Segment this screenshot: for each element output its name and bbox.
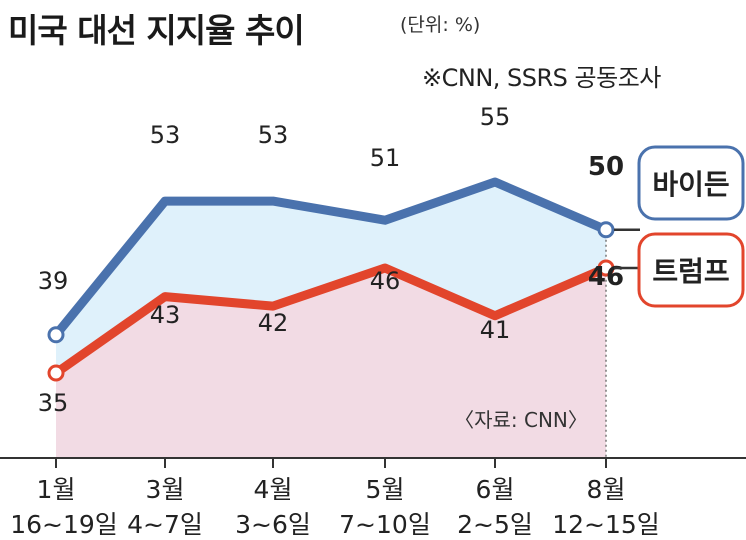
biden-point bbox=[597, 221, 615, 239]
x-tick-label-days: 4~7일 bbox=[127, 510, 203, 539]
trump-legend-box bbox=[637, 232, 745, 308]
survey-note: ※CNN, SSRS 공동조사 bbox=[422, 64, 661, 92]
biden-data-label: 50 bbox=[588, 152, 624, 182]
x-tick-label-days: 2~5일 bbox=[457, 510, 533, 539]
trump-legend-label: 트럼프 bbox=[652, 255, 729, 288]
biden-area bbox=[56, 182, 606, 373]
x-tick-label-month: 6월 bbox=[476, 475, 515, 504]
biden-legend-box bbox=[637, 145, 745, 221]
trump-data-label: 41 bbox=[480, 316, 511, 344]
trump-data-label: 42 bbox=[258, 309, 289, 337]
biden-data-label: 51 bbox=[370, 144, 401, 172]
biden-point bbox=[47, 326, 65, 344]
x-tick-label-month: 4월 bbox=[254, 475, 293, 504]
x-tick-label-days: 16~19일 bbox=[10, 510, 118, 539]
biden-line bbox=[51, 177, 611, 340]
trump-area bbox=[56, 267, 606, 458]
x-tick-label-days: 3~6일 bbox=[235, 510, 311, 539]
trump-point bbox=[597, 259, 615, 277]
trump-line bbox=[51, 263, 611, 378]
trump-data-label: 43 bbox=[150, 301, 181, 329]
x-tick-label-month: 1월 bbox=[37, 475, 76, 504]
x-tick-label-days: 12~15일 bbox=[552, 510, 660, 539]
x-tick-label-days: 7~10일 bbox=[339, 510, 431, 539]
chart-title: 미국 대선 지지율 추이 bbox=[8, 11, 305, 50]
x-tick-label-month: 5월 bbox=[366, 475, 405, 504]
trump-data-label: 46 bbox=[588, 262, 624, 292]
x-tick-label-month: 8월 bbox=[587, 475, 626, 504]
source-label: 〈자료: CNN〉 bbox=[454, 408, 588, 432]
biden-data-label: 53 bbox=[258, 121, 289, 149]
trump-point bbox=[47, 364, 65, 382]
trump-data-label: 46 bbox=[370, 267, 401, 295]
biden-data-label: 53 bbox=[150, 121, 181, 149]
x-tick-label-month: 3월 bbox=[146, 475, 185, 504]
unit-label: (단위: %) bbox=[400, 14, 481, 36]
biden-legend-label: 바이든 bbox=[652, 168, 729, 201]
trump-data-label: 35 bbox=[38, 389, 69, 417]
biden-data-label: 55 bbox=[480, 103, 511, 131]
biden-data-label: 39 bbox=[38, 267, 69, 295]
